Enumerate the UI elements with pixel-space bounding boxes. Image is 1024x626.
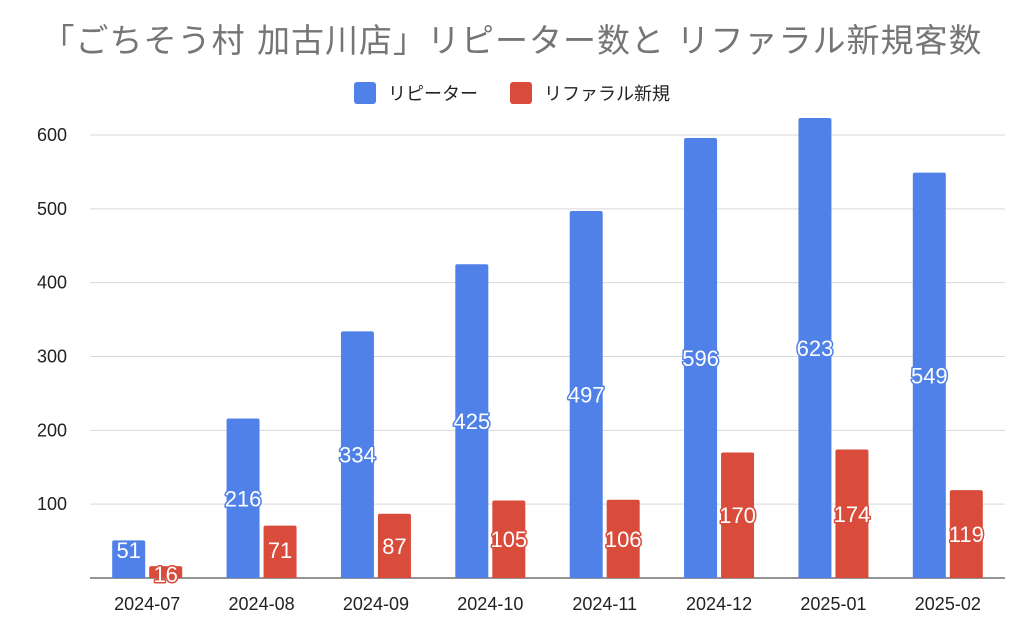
data-label-referral-2025-01: 174 xyxy=(834,502,871,527)
x-tick-label-2025-02: 2025-02 xyxy=(915,594,981,614)
x-tick-label-2024-07: 2024-07 xyxy=(114,594,180,614)
data-label-referral-2024-10: 105 xyxy=(490,527,527,552)
data-label-referral-2025-02: 119 xyxy=(949,522,984,547)
data-label-repeater-2024-07: 51 xyxy=(116,538,140,563)
bar-repeater-2024-11 xyxy=(569,211,603,578)
data-label-referral-2024-12: 170 xyxy=(719,503,756,528)
y-tick-label-100: 100 xyxy=(37,494,67,514)
data-label-referral-2024-07: 16 xyxy=(153,562,177,587)
bar-repeater-2024-12 xyxy=(684,137,718,578)
x-tick-label-2025-01: 2025-01 xyxy=(800,594,866,614)
bar-referral-2025-01 xyxy=(835,449,869,578)
bar-referral-2024-11 xyxy=(606,499,640,578)
data-label-referral-2024-09: 87 xyxy=(382,534,406,559)
data-label-repeater-2024-10: 425 xyxy=(453,409,490,434)
y-tick-label-400: 400 xyxy=(37,273,67,293)
legend-label-referral: リファラル新規 xyxy=(544,84,670,105)
bar-repeater-2024-07 xyxy=(112,540,146,578)
legend: リピーター リファラル新規 xyxy=(0,80,1024,106)
legend-swatch-repeater xyxy=(354,82,376,104)
data-label-referral-2024-08: 71 xyxy=(268,538,292,563)
legend-item-repeater[interactable]: リピーター xyxy=(354,80,478,106)
data-label-referral-2024-11: 106 xyxy=(605,527,642,552)
y-tick-label-300: 300 xyxy=(37,347,67,367)
x-tick-label-2024-08: 2024-08 xyxy=(229,594,295,614)
bar-repeater-2025-02 xyxy=(912,172,946,578)
data-label-repeater-2025-01: 623 xyxy=(797,336,834,361)
bar-referral-2024-12 xyxy=(721,452,755,578)
bar-repeater-2024-09 xyxy=(340,331,374,578)
y-tick-label-600: 600 xyxy=(37,125,67,145)
bar-repeater-2024-10 xyxy=(455,264,489,578)
x-tick-label-2024-12: 2024-12 xyxy=(686,594,752,614)
legend-label-repeater: リピーター xyxy=(388,84,478,105)
x-tick-label-2024-10: 2024-10 xyxy=(457,594,523,614)
legend-item-referral[interactable]: リファラル新規 xyxy=(510,80,670,106)
y-tick-label-500: 500 xyxy=(37,199,67,219)
bar-referral-2024-10 xyxy=(492,500,526,578)
data-label-repeater-2024-08: 216 xyxy=(225,486,262,511)
legend-swatch-referral xyxy=(510,82,532,104)
data-label-repeater-2024-12: 596 xyxy=(682,346,719,371)
bar-referral-2024-08 xyxy=(263,525,297,578)
x-tick-label-2024-11: 2024-11 xyxy=(572,594,637,614)
bar-referral-2025-02 xyxy=(949,490,983,578)
data-label-repeater-2024-09: 334 xyxy=(339,443,376,468)
bar-referral-2024-07 xyxy=(149,566,183,578)
x-tick-label-2024-09: 2024-09 xyxy=(343,594,409,614)
y-tick-label-200: 200 xyxy=(37,420,67,440)
bar-repeater-2024-08 xyxy=(226,418,260,578)
data-label-repeater-2025-02: 549 xyxy=(911,363,948,388)
data-label-repeater-2024-11: 497 xyxy=(568,383,605,408)
chart-title: 「ごちそう村 加古川店」リピーター数と リファラル新規客数 xyxy=(41,21,983,60)
bar-referral-2024-09 xyxy=(377,513,411,578)
bar-repeater-2025-01 xyxy=(798,118,832,578)
